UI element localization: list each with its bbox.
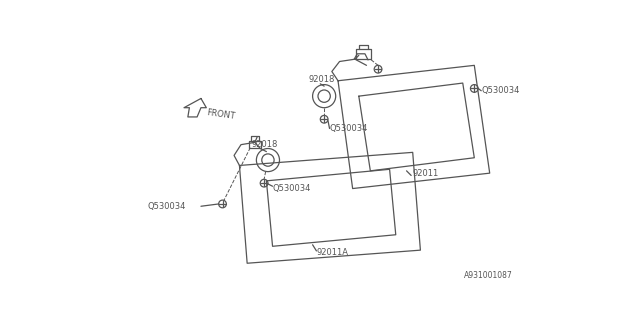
Text: 92018: 92018 — [308, 75, 335, 84]
Text: 92011: 92011 — [413, 169, 439, 178]
Text: A931001087: A931001087 — [464, 271, 513, 280]
Text: Q530034: Q530034 — [482, 86, 520, 95]
Text: Q530034: Q530034 — [273, 184, 311, 193]
Text: FRONT: FRONT — [205, 108, 236, 121]
Text: Q530034: Q530034 — [330, 124, 368, 133]
Text: 92011A: 92011A — [316, 248, 348, 257]
Text: 92018: 92018 — [251, 140, 277, 149]
Text: Q530034: Q530034 — [147, 202, 186, 211]
